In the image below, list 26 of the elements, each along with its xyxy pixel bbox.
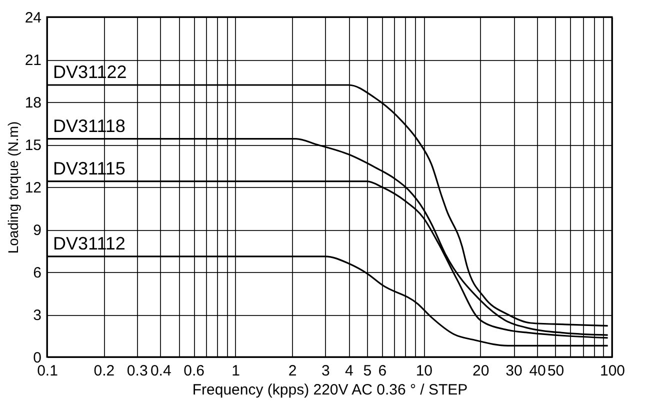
x-tick-label: 0.6 <box>184 362 204 380</box>
x-tick-label: 6 <box>378 362 387 380</box>
y-tick-label: 15 <box>24 137 42 154</box>
y-tick-label: 3 <box>33 307 42 324</box>
x-tick-label: 0.3 <box>126 362 148 380</box>
x-tick-label: 10 <box>416 362 433 380</box>
x-tick-label: 40 <box>529 362 546 380</box>
y-tick-label: 21 <box>24 52 42 69</box>
x-tick-label: 0.4 <box>150 362 172 380</box>
y-tick-label: 12 <box>24 180 42 196</box>
x-tick-label: 1 <box>232 362 240 380</box>
x-tick-label: 20 <box>472 362 490 380</box>
x-tick-label: 3 <box>322 362 330 380</box>
x-tick-label: 5 <box>363 362 372 380</box>
x-tick-label: 4 <box>345 362 354 380</box>
x-tick-label: 2 <box>288 362 297 380</box>
x-tick-label: 50 <box>547 362 564 380</box>
x-tick-label: 0.2 <box>94 362 115 380</box>
y-axis-title: Loading torque (N.m) <box>4 121 21 254</box>
x-tick-label: 100 <box>600 362 626 380</box>
y-tick-label: 9 <box>33 222 42 239</box>
y-tick-label: 24 <box>24 10 42 26</box>
x-axis-title: Frequency (kpps) 220V AC 0.36 ° / STEP <box>192 382 468 398</box>
y-tick-label: 6 <box>33 264 42 282</box>
y-tick-label: 18 <box>24 94 42 112</box>
x-tick-label: 30 <box>506 362 522 380</box>
